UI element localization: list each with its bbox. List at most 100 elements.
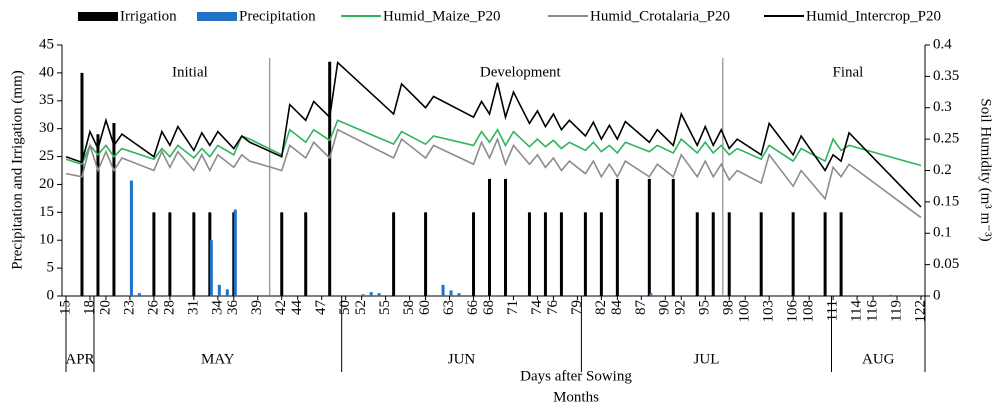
bar	[449, 290, 453, 296]
bar	[671, 178, 675, 296]
bar	[361, 294, 365, 296]
x-tick-label: 122	[912, 300, 928, 323]
month-label: APR	[65, 351, 94, 367]
x-tick-label: 15	[57, 300, 73, 315]
y2-tick-label: 0.4	[933, 36, 952, 52]
y-tick-label: 45	[39, 36, 54, 52]
x-tick-label: 34	[209, 300, 225, 316]
bar	[152, 212, 156, 296]
legend-swatch	[197, 12, 237, 21]
bar	[192, 212, 196, 296]
bar	[727, 212, 731, 296]
y-tick-label: 5	[47, 260, 55, 276]
bar	[392, 212, 396, 296]
x-tick-label: 111	[825, 300, 841, 321]
bar	[583, 212, 587, 296]
x-tick-label: 52	[353, 300, 369, 315]
line	[65, 119, 922, 167]
bar	[711, 212, 715, 296]
y2-tick-label: 0.2	[933, 162, 952, 178]
y2-tick-label: 0.35	[933, 68, 959, 84]
x-tick-label: 119	[888, 300, 904, 322]
y-axis-title: Precipitation and Irrigation (mm)	[9, 70, 25, 270]
bar	[488, 178, 492, 296]
bar	[441, 284, 445, 296]
y-tick-label: 10	[39, 232, 54, 248]
x-tick-label: 116	[864, 300, 880, 322]
bar	[424, 212, 428, 296]
bar	[615, 178, 619, 296]
legend-label: Humid_Crotalaria_P20	[590, 8, 730, 24]
legend-label: Precipitation	[239, 8, 316, 24]
y-tick-label: 40	[39, 64, 54, 80]
bar	[647, 178, 651, 296]
bar	[168, 212, 172, 296]
legend-label: Irrigation	[120, 8, 177, 24]
bar	[129, 180, 133, 296]
bar	[80, 72, 84, 296]
bar	[559, 212, 563, 296]
bar	[225, 289, 229, 296]
bar	[472, 212, 476, 296]
bar	[759, 212, 763, 296]
y-tick-label: 20	[39, 176, 54, 192]
y2-tick-label: 0.1	[933, 225, 952, 241]
x-tick-label: 108	[801, 300, 817, 323]
bar	[457, 293, 461, 296]
bar	[695, 212, 699, 296]
bar	[233, 209, 237, 296]
y2-tick-label: 0.3	[933, 99, 952, 115]
bar	[889, 294, 893, 296]
x-tick-label: 60	[417, 300, 433, 315]
x-tick-label: 47	[313, 300, 329, 316]
y2-tick-label: 0.05	[933, 256, 959, 272]
month-label: JUL	[694, 351, 720, 367]
x-tick-label: 28	[161, 300, 177, 315]
x-tick-label: 95	[697, 300, 713, 315]
x-tick-label: 87	[633, 300, 649, 316]
y-tick-label: 25	[39, 148, 54, 164]
y2-axis-title: Soil Humidity (m³ m⁻³)	[978, 98, 994, 241]
x-tick-label: 66	[465, 300, 481, 316]
x-tick-label: 82	[593, 300, 609, 315]
month-label: JUN	[448, 351, 476, 367]
x-tick-label: 20	[97, 300, 113, 315]
bar	[369, 292, 373, 296]
x-tick-label: 26	[145, 300, 161, 316]
x-tick-label: 68	[481, 300, 497, 315]
legend-swatch	[78, 12, 118, 21]
month-label: MAY	[201, 351, 235, 367]
bar	[328, 61, 332, 296]
x-tick-label: 39	[249, 300, 265, 315]
bar	[839, 212, 843, 296]
y-tick-label: 35	[39, 92, 54, 108]
bar	[137, 293, 141, 296]
y-tick-label: 0	[47, 287, 55, 303]
x-tick-label: 42	[273, 300, 289, 315]
month-label: AUG	[862, 351, 895, 367]
line	[65, 128, 922, 219]
x-tick-label: 90	[657, 300, 673, 315]
bar	[217, 284, 221, 296]
x-tick-label: 100	[737, 300, 753, 323]
x-tick-label: 103	[761, 300, 777, 323]
y2-tick-label: 0	[933, 287, 941, 303]
y2-tick-label: 0.25	[933, 131, 959, 147]
bar	[112, 123, 116, 296]
bar	[209, 240, 213, 296]
y2-tick-label: 0.15	[933, 193, 959, 209]
phase-label: Initial	[172, 64, 208, 80]
x-tick-label: 36	[225, 300, 241, 316]
months-title: Months	[553, 389, 599, 405]
x-tick-label: 44	[289, 300, 305, 316]
bar	[503, 178, 507, 296]
bar	[377, 293, 381, 296]
bar	[791, 212, 795, 296]
bar	[280, 212, 284, 296]
x-tick-label: 79	[569, 300, 585, 315]
x-tick-label: 31	[185, 300, 201, 315]
x-tick-label: 23	[121, 300, 137, 315]
bar	[649, 293, 653, 296]
bar	[543, 212, 547, 296]
